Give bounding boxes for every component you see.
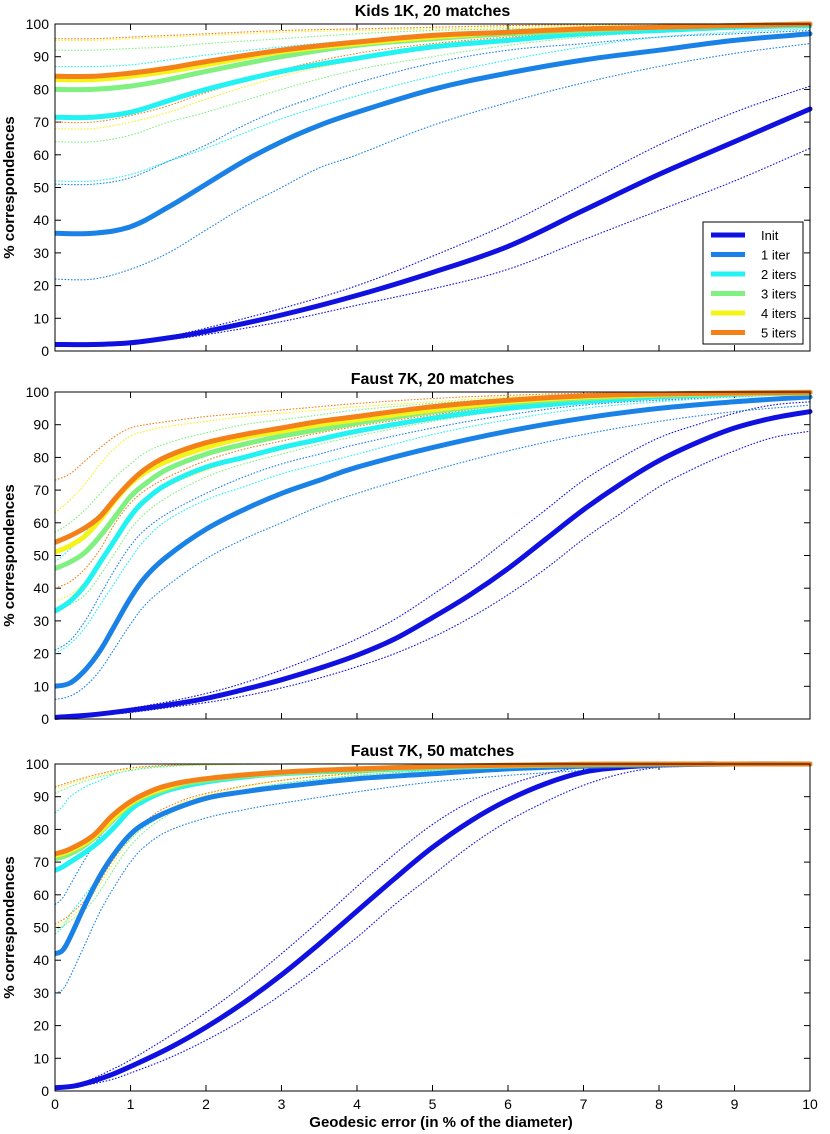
series-lower-bound: [55, 763, 811, 994]
series-line-1-iter: [55, 31, 813, 237]
chart-title: Kids 1K, 20 matches: [355, 3, 511, 20]
series-lower-bound: [55, 763, 811, 925]
legend-box: [702, 221, 804, 345]
series-lower-bound: [55, 430, 811, 718]
chart-title: Faust 7K, 50 matches: [351, 743, 515, 760]
series-upper-bound: [55, 29, 811, 186]
y-tick-label: 100: [26, 16, 50, 32]
y-tick-label: 20: [33, 278, 49, 294]
y-tick-label: 40: [33, 212, 49, 228]
series-line-init: [55, 106, 813, 348]
y-tick-label: 20: [33, 646, 49, 662]
y-tick-label: 30: [33, 245, 49, 261]
axes-box: [54, 23, 811, 352]
y-tick-label: 80: [33, 821, 49, 837]
panels: Kids 1K, 20 matches% correspondences0102…: [1, 3, 818, 1112]
series-upper-bound: [55, 23, 810, 40]
y-tick-label: 0: [41, 343, 49, 359]
legend-label: 1 iter: [761, 248, 791, 263]
y-tick-label: 30: [33, 613, 49, 629]
series-upper-bound: [55, 401, 811, 718]
legend-label: 2 iters: [761, 267, 797, 282]
x-tick-label: 10: [802, 1096, 818, 1112]
y-axis-label: % correspondences: [1, 116, 18, 259]
x-tick-label: 6: [504, 1096, 512, 1112]
x-tick-label: 2: [202, 1096, 210, 1112]
axes-box: [54, 763, 811, 1092]
series-line-1-iter: [55, 394, 813, 689]
series-line-init: [55, 409, 813, 720]
chart-panel-2: Faust 7K, 20 matches % correspondences 0 10…: [1, 371, 813, 727]
y-tick-label: 70: [33, 482, 49, 498]
x-tick-label: 7: [580, 1096, 588, 1112]
axes-box: [54, 391, 811, 720]
y-tick-label: 60: [33, 887, 49, 903]
series-lower-bound: [55, 392, 811, 612]
legend: Init 1 iter 2 iters 3 iters 4 iters 5 iters: [702, 221, 804, 345]
series-lower-bound: [55, 392, 811, 589]
y-tick-label: 90: [33, 789, 49, 805]
chart-title: Faust 7K, 20 matches: [351, 371, 515, 388]
y-tick-label: 90: [33, 417, 49, 433]
series-lower-bound: [55, 26, 811, 143]
chart-panel-1: Kids 1K, 20 matches % correspondences 0 10 2…: [1, 3, 813, 359]
x-tick-label: 1: [127, 1096, 135, 1112]
series-lower-bound: [55, 404, 811, 700]
plot-area: [55, 389, 813, 720]
x-tick-label: 0: [51, 1096, 59, 1112]
x-tick-label: 8: [655, 1096, 663, 1112]
y-tick-label: 50: [33, 180, 49, 196]
plot-area: [55, 21, 813, 348]
series-lower-bound: [55, 28, 811, 183]
x-tick-label: 5: [429, 1096, 437, 1112]
plot-area: [55, 761, 813, 1091]
y-tick-label: 60: [33, 147, 49, 163]
y-tick-label: 40: [33, 580, 49, 596]
y-tick-label: 80: [33, 449, 49, 465]
y-tick-label: 10: [33, 678, 49, 694]
series-lower-bound: [55, 393, 811, 655]
y-tick-label: 10: [33, 1050, 49, 1066]
legend-label: 4 iters: [761, 306, 797, 321]
y-tick-label: 70: [33, 854, 49, 870]
y-axis-label: % correspondences: [1, 484, 18, 627]
y-tick-label: 20: [33, 1018, 49, 1034]
series-lower-bound: [55, 147, 811, 346]
y-tick-label: 50: [33, 920, 49, 936]
y-axis-label: % correspondences: [1, 856, 18, 999]
y-tick-label: 60: [33, 515, 49, 531]
series-lower-bound: [55, 763, 811, 1089]
series-upper-bound: [55, 85, 811, 346]
y-tick-label: 10: [33, 310, 49, 326]
series-line-5-iters: [55, 389, 813, 545]
x-tick-label: 3: [278, 1096, 286, 1112]
y-tick-label: 40: [33, 952, 49, 968]
y-tick-label: 0: [41, 711, 49, 727]
chart-panel-3: Faust 7K, 50 matches% correspondences010…: [1, 743, 818, 1112]
y-tick-label: 30: [33, 985, 49, 1001]
legend-label: 3 iters: [761, 287, 797, 302]
series-line-2-iters: [55, 761, 813, 873]
series-line-2-iters: [55, 390, 813, 614]
y-tick-label: 0: [41, 1083, 49, 1099]
x-axis-label: Geodesic error (in % of the diameter): [309, 1114, 572, 1131]
series-upper-bound: [55, 23, 811, 51]
series-line-2-iters: [55, 23, 813, 121]
y-tick-label: 70: [33, 114, 49, 130]
y-tick-label: 100: [26, 756, 50, 772]
series-upper-bound: [55, 23, 810, 42]
series-upper-bound: [55, 393, 811, 651]
series-line-4-iters: [55, 21, 813, 83]
legend-label: 5 iters: [761, 326, 797, 341]
x-tick-label: 4: [353, 1096, 361, 1112]
y-tick-label: 50: [33, 548, 49, 564]
y-tick-label: 80: [33, 81, 49, 97]
y-tick-label: 100: [26, 384, 50, 400]
x-tick-label: 9: [731, 1096, 739, 1112]
series-line-5-iters: [55, 21, 813, 80]
legend-label: Init: [761, 228, 779, 243]
y-tick-label: 90: [33, 49, 49, 65]
